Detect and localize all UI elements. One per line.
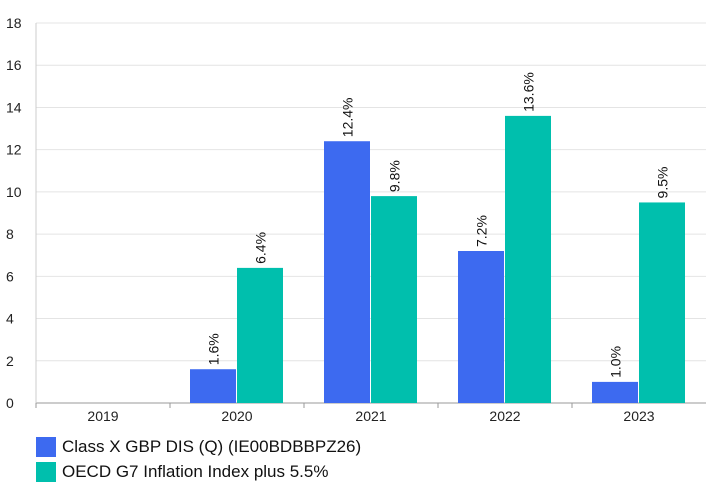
data-label: 7.2% bbox=[474, 215, 490, 247]
data-label: 12.4% bbox=[340, 98, 356, 138]
y-tick-label: 2 bbox=[6, 353, 14, 369]
bar-2-2022[interactable] bbox=[505, 115, 551, 403]
x-tick-label: 2019 bbox=[87, 408, 118, 424]
legend: Class X GBP DIS (Q) (IE00BDBBPZ26) OECD … bbox=[36, 434, 361, 484]
x-axis-ticks: 2019 2020 2021 2022 2023 bbox=[35, 403, 655, 424]
y-tick-label: 6 bbox=[6, 268, 14, 284]
bars bbox=[190, 115, 685, 403]
data-label: 6.4% bbox=[253, 232, 269, 264]
bar-2-2023[interactable] bbox=[639, 202, 685, 403]
x-tick-label: 2020 bbox=[221, 408, 252, 424]
bar-2-2021[interactable] bbox=[371, 196, 417, 403]
x-tick-label: 2022 bbox=[489, 408, 520, 424]
legend-label-series-1: Class X GBP DIS (Q) (IE00BDBBPZ26) bbox=[62, 436, 362, 456]
y-tick-label: 16 bbox=[6, 57, 22, 73]
bar-1-2021[interactable] bbox=[324, 141, 370, 403]
data-label: 13.6% bbox=[521, 72, 537, 112]
bar-1-2023[interactable] bbox=[592, 381, 638, 403]
bar-2-2020[interactable] bbox=[237, 267, 283, 403]
data-label: 9.5% bbox=[655, 167, 671, 199]
y-tick-label: 12 bbox=[6, 142, 22, 158]
legend-label-series-2: OECD G7 Inflation Index plus 5.5% bbox=[62, 461, 329, 481]
bar-1-2020[interactable] bbox=[190, 369, 236, 403]
y-tick-label: 8 bbox=[6, 226, 14, 242]
bar-chart: 0 2 4 6 8 10 12 14 16 18 2019 2020 2021 2022 2023 1.6… bbox=[6, 15, 706, 424]
y-axis-ticks: 0 2 4 6 8 10 12 14 16 18 bbox=[6, 15, 22, 411]
y-tick-label: 4 bbox=[6, 311, 14, 327]
legend-swatch-series-2 bbox=[36, 461, 56, 482]
x-tick-label: 2021 bbox=[355, 408, 386, 424]
legend-item-series-1[interactable]: Class X GBP DIS (Q) (IE00BDBBPZ26) bbox=[36, 434, 361, 459]
y-tick-label: 10 bbox=[6, 184, 22, 200]
bar-1-2022[interactable] bbox=[458, 251, 504, 403]
y-tick-label: 0 bbox=[6, 395, 14, 411]
data-labels: 1.6% 12.4% 7.2% 1.0% 6.4% 9.8% 13.6% 9.5% bbox=[206, 72, 671, 378]
data-label: 9.8% bbox=[387, 160, 403, 192]
y-tick-label: 14 bbox=[6, 99, 22, 115]
data-label: 1.0% bbox=[608, 346, 624, 378]
legend-item-series-2[interactable]: OECD G7 Inflation Index plus 5.5% bbox=[36, 459, 361, 484]
y-tick-label: 18 bbox=[6, 15, 22, 31]
data-label: 1.6% bbox=[206, 333, 222, 365]
legend-swatch-series-1 bbox=[36, 436, 56, 457]
x-tick-label: 2023 bbox=[623, 408, 654, 424]
